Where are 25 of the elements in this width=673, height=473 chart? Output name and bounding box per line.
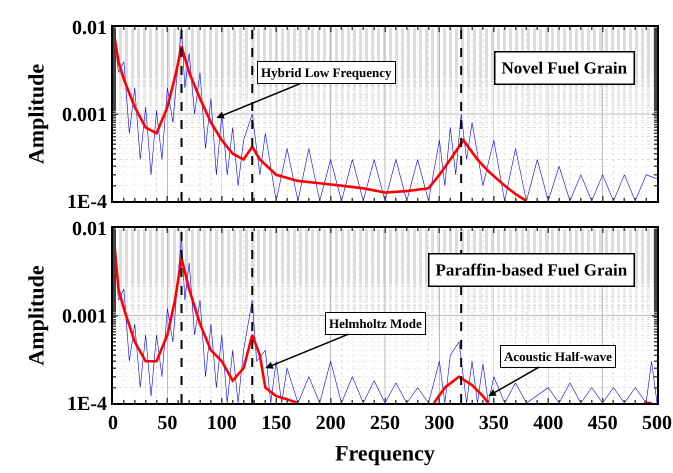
x-tick-label: 200 bbox=[316, 412, 346, 434]
annotation: Helmholtz Mode bbox=[329, 316, 422, 331]
y-tick-label: 0.01 bbox=[72, 17, 107, 39]
x-tick-label: 100 bbox=[206, 412, 237, 434]
x-tick-label: 50 bbox=[157, 412, 178, 434]
annotation: Hybrid Low Frequency bbox=[261, 65, 392, 80]
y-tick-label: 1E-4 bbox=[67, 191, 107, 213]
x-tick-label: 500 bbox=[642, 412, 672, 434]
y-tick-label: 0.01 bbox=[72, 218, 107, 240]
x-tick-label: 450 bbox=[588, 412, 618, 434]
annotation: Paraffin-based Fuel Grain bbox=[436, 260, 628, 280]
y-axis-title: Amplitude bbox=[23, 64, 48, 164]
y-axis-title: Amplitude bbox=[23, 265, 48, 366]
annotation: Acoustic Half-wave bbox=[504, 349, 612, 364]
x-tick-label: 400 bbox=[533, 412, 564, 434]
y-tick-label: 0.001 bbox=[62, 104, 107, 126]
annotation: Novel Fuel Grain bbox=[502, 58, 628, 78]
y-tick-label: 0.001 bbox=[62, 306, 107, 328]
x-axis-title: Frequency bbox=[335, 440, 435, 466]
x-tick-label: 0 bbox=[108, 412, 118, 434]
y-tick-label: 1E-4 bbox=[67, 393, 107, 415]
x-tick-label: 150 bbox=[261, 412, 292, 434]
x-tick-label: 300 bbox=[424, 412, 454, 434]
x-tick-label: 250 bbox=[370, 412, 400, 434]
x-tick-label: 350 bbox=[478, 412, 509, 434]
